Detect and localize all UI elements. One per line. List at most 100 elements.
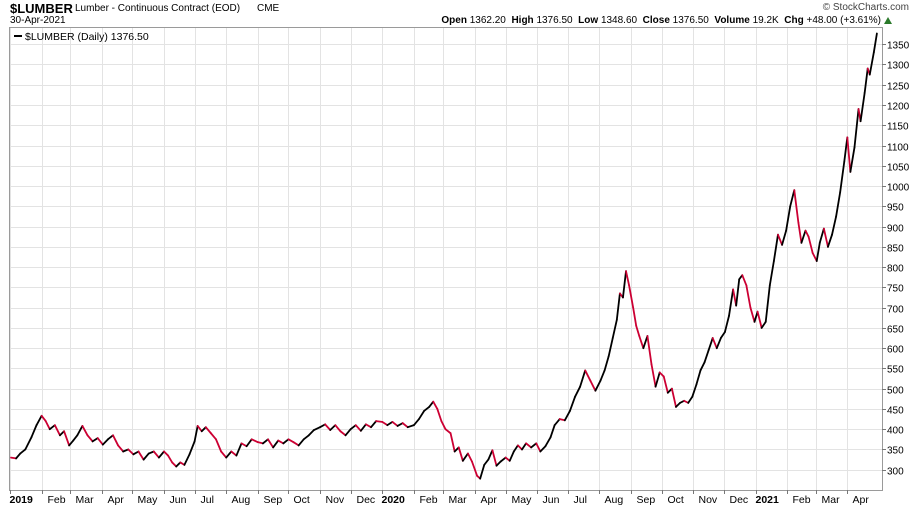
price-segment [715,337,722,350]
price-segment [370,420,378,429]
price-segment [240,442,248,448]
symbol-title: $LUMBER [10,1,73,16]
price-segment [807,235,814,254]
x-tick-label: Sep [637,494,656,506]
price-segment [122,448,130,453]
price-segment [267,438,275,449]
price-segment [35,414,43,427]
price-segment [107,434,114,441]
price-segment [772,233,779,262]
price-segment [196,425,203,433]
y-tick-label: 750 [887,284,904,295]
price-segment [530,442,538,449]
price-segment [86,434,94,443]
price-segment [200,426,207,433]
price-segment [603,355,610,372]
price-segment [650,363,657,388]
price-segment [815,241,821,262]
price-segment [386,421,394,427]
price-segment [549,424,556,439]
price-segment [147,450,155,455]
x-tick-label: 2020 [382,494,406,506]
price-segment [63,430,71,447]
price-segment [334,424,342,433]
price-segment [479,463,486,480]
y-tick-label: 1300 [887,61,910,72]
price-segment [81,425,89,437]
price-segment [764,284,771,323]
price-segment [117,444,125,453]
price-segment [818,227,825,244]
price-segment [313,426,321,431]
price-segment [517,444,523,451]
x-tick-label: Jun [543,494,560,506]
price-segment [753,310,759,323]
price-segment [691,383,698,398]
price-segment [24,436,33,451]
price-segment [745,284,752,309]
price-segment [53,424,61,437]
price-segment [112,434,120,447]
price-segment [487,449,494,461]
price-segment [695,369,702,386]
price-segment [539,445,547,453]
x-tick-label: Nov [699,494,718,506]
price-segment [101,438,109,446]
price-segment [292,441,300,447]
price-segment [48,424,56,431]
x-tick-label: Dec [730,494,749,506]
y-tick-label: 900 [887,224,904,235]
price-segment [724,314,730,333]
y-tick-label: 1050 [887,163,910,174]
x-tick-label: 2019 [10,494,34,506]
price-segment [391,421,399,427]
price-segment [611,318,618,339]
price-segment [707,337,714,352]
price-segment [859,91,866,123]
price-segment [569,395,576,412]
price-segment [396,422,404,427]
up-arrow-icon [884,17,892,24]
price-segment [76,425,84,437]
x-tick-label: Aug [605,494,624,506]
price-segment [491,449,498,467]
legend: $LUMBER (Daily) 1376.50 [14,31,149,43]
y-axis-ticks: 300 350 400 450 500 550 600 650 700 750 800 850 900 9… [882,41,910,478]
price-segment [835,191,842,218]
price-segment [319,423,327,429]
price-segment [853,108,860,149]
price-segment [868,51,875,76]
price-segment [96,437,104,446]
price-segment [760,320,767,329]
price-segment [508,450,515,462]
price-segment [72,434,79,442]
price-segment [30,424,38,439]
price-segment [646,335,653,366]
price-segment [467,452,473,463]
source-credit: © StockCharts.com [822,2,909,13]
price-segment [728,288,734,317]
price-segment [339,430,347,437]
exchange-label: CME [257,3,280,14]
price-segment [245,438,253,448]
y-tick-label: 600 [887,345,904,356]
x-tick-label: Jun [170,494,187,506]
volume-label: Volume [714,15,750,26]
price-segment [800,229,807,244]
price-segment [250,438,259,444]
price-segment [849,146,856,173]
price-segment [495,460,502,467]
price-segment [846,136,852,173]
y-tick-label: 850 [887,244,904,255]
price-segment [579,369,587,388]
price-segment [423,406,431,412]
x-tick-label: Dec [357,494,376,506]
price-segment [127,448,135,456]
x-axis-ticks: 2019 Feb Mar Apr May Jun Jul Aug Sep Oct Nov Dec 202… [10,490,869,506]
price-segment [671,387,677,408]
x-tick-label: Aug [232,494,251,506]
price-segment [142,452,150,461]
price-segment [163,450,169,457]
price-segment [635,324,641,337]
